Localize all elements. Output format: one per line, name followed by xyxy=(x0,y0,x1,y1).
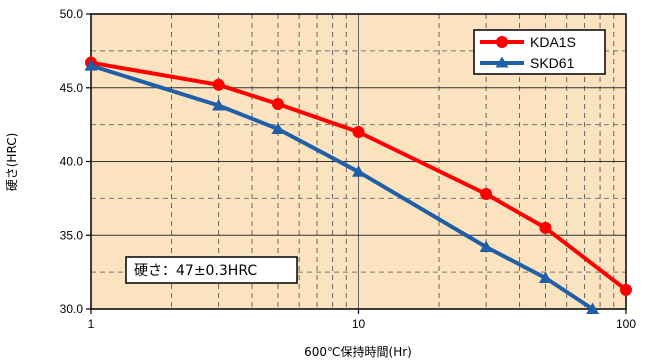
y-tick-label: 40.0 xyxy=(60,155,84,169)
legend-label-skd61: SKD61 xyxy=(530,55,575,71)
annotation-frame xyxy=(125,256,298,284)
y-tick-label: 35.0 xyxy=(60,228,84,242)
x-tick-label: 10 xyxy=(352,317,366,331)
data-point-skd61 xyxy=(586,302,600,314)
data-point-skd61 xyxy=(212,99,226,111)
data-point-kda1s xyxy=(271,97,284,110)
y-tick-label: 30.0 xyxy=(60,302,84,316)
legend-box xyxy=(473,29,606,75)
legend: KDA1S SKD61 xyxy=(473,29,606,75)
data-point-skd61 xyxy=(352,165,365,177)
annotation-text: 硬さ：47±0.3HRC xyxy=(134,263,257,279)
data-point-skd61 xyxy=(539,271,552,283)
y-tick-label: 45.0 xyxy=(60,81,84,95)
x-axis-title: 600℃保持時間(Hr) xyxy=(304,344,412,359)
annotation-box: 硬さ：47±0.3HRC xyxy=(125,256,298,284)
y-axis-title: 硬さ(HRC) xyxy=(5,133,19,192)
legend-label-kda1s: KDA1S xyxy=(530,34,576,50)
y-tick-label: 50.0 xyxy=(60,7,84,21)
data-point-skd61 xyxy=(271,122,285,134)
legend-marker-skd61 xyxy=(495,56,509,68)
axes: 30.0 35.0 40.0 45.0 50.0 1 10 100 xyxy=(60,7,637,331)
data-point-skd61 xyxy=(479,240,493,252)
series-lines xyxy=(84,56,632,314)
data-point-kda1s xyxy=(480,187,493,200)
x-tick-label: 100 xyxy=(616,317,636,331)
legend-marker-kda1s xyxy=(496,36,508,48)
data-point-kda1s xyxy=(539,221,552,234)
data-point-kda1s xyxy=(620,283,632,296)
x-tick-label: 1 xyxy=(88,317,95,331)
data-point-kda1s xyxy=(212,78,225,91)
data-point-skd61 xyxy=(84,59,98,71)
data-point-kda1s xyxy=(352,126,365,138)
